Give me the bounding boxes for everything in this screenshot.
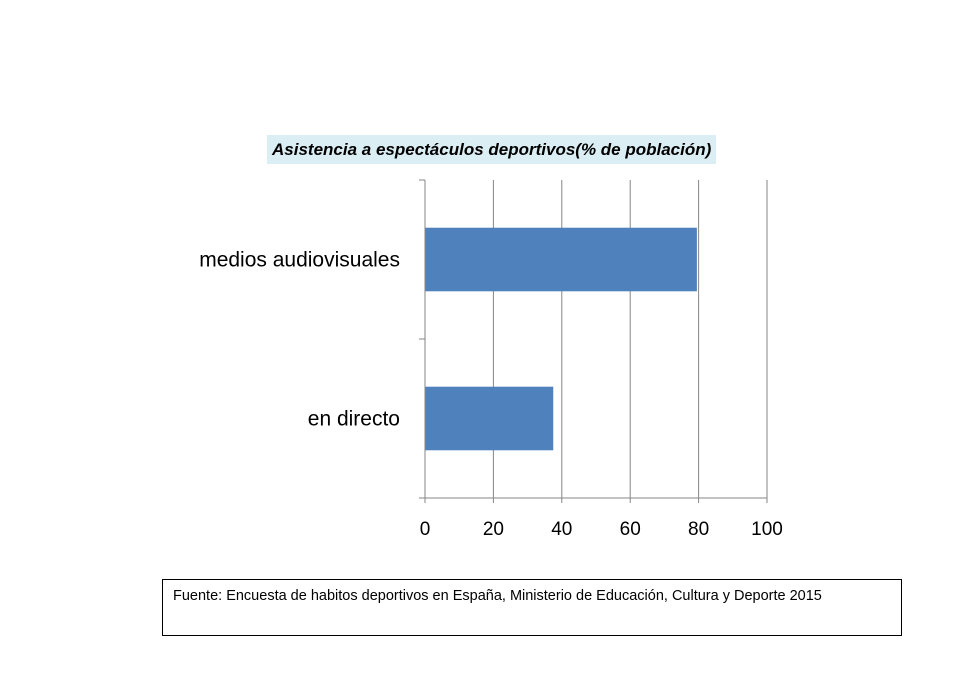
- labels: 0 20 40 60 80 100 medios audiovisuales en direc…: [199, 249, 783, 541]
- category-label: en directo: [308, 408, 400, 431]
- x-tick-label: 100: [751, 519, 783, 540]
- x-tick-label: 60: [620, 519, 641, 540]
- x-tick-label: 40: [551, 519, 572, 540]
- category-label: medios audiovisuales: [199, 249, 400, 272]
- x-tick-label: 0: [420, 519, 431, 540]
- source-text: Fuente: Encuesta de habitos deportivos e…: [173, 588, 822, 604]
- bar-1: [425, 386, 554, 451]
- chart-title: Asistencia a espectáculos deportivos(% d…: [267, 135, 717, 164]
- bar-0: [425, 227, 697, 292]
- axes: [419, 179, 768, 503]
- x-tick-label: 80: [688, 519, 709, 540]
- source-note: Fuente: Encuesta de habitos deportivos e…: [162, 579, 902, 636]
- x-tick-label: 20: [483, 519, 504, 540]
- bars: [425, 227, 697, 451]
